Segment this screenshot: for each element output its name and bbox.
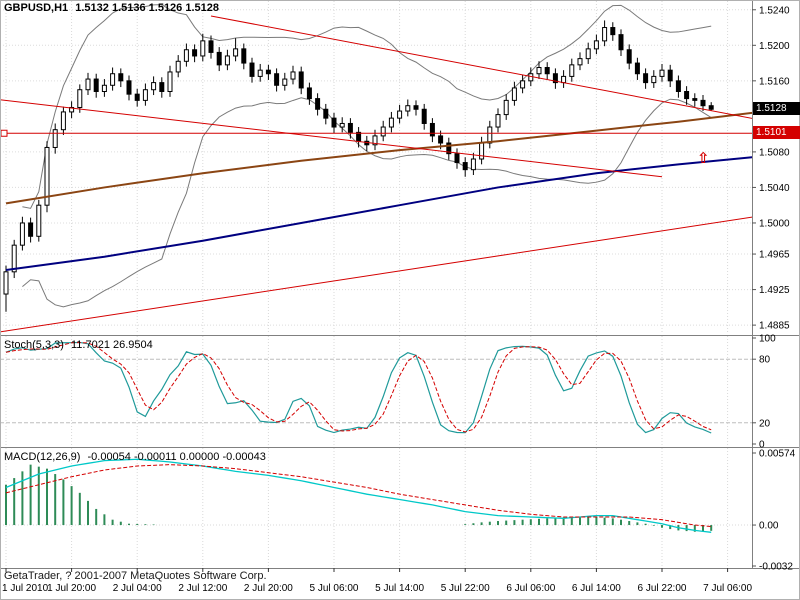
grid-lines bbox=[0, 1, 752, 568]
bollinger-bands bbox=[22, 4, 712, 308]
copyright-text: GetaTrader, ? 2001-2007 MetaQuotes Softw… bbox=[4, 570, 267, 582]
macd-title-label: MACD(12,26,9) bbox=[4, 451, 81, 463]
svg-text:100: 100 bbox=[759, 334, 776, 345]
svg-text:1.5240: 1.5240 bbox=[759, 5, 790, 16]
svg-text:1.5160: 1.5160 bbox=[759, 76, 790, 87]
svg-text:7 Jul 06:00: 7 Jul 06:00 bbox=[703, 583, 752, 594]
svg-text:1.4885: 1.4885 bbox=[759, 321, 790, 332]
svg-text:-0.0032: -0.0032 bbox=[759, 562, 793, 573]
svg-text:1.5080: 1.5080 bbox=[759, 147, 790, 158]
svg-text:1 Jul 2010: 1 Jul 2010 bbox=[2, 583, 49, 594]
svg-text:1.5040: 1.5040 bbox=[759, 183, 790, 194]
stoch-header: Stoch(5,3,3) 11.7021 26.9504 bbox=[4, 339, 157, 351]
svg-text:6 Jul 06:00: 6 Jul 06:00 bbox=[506, 583, 555, 594]
symbol-timeframe-label: GBPUSD,H1 bbox=[4, 2, 69, 14]
svg-text:80: 80 bbox=[759, 355, 771, 366]
svg-text:0.00: 0.00 bbox=[759, 521, 779, 532]
stoch-lines bbox=[0, 341, 752, 434]
svg-text:5 Jul 14:00: 5 Jul 14:00 bbox=[375, 583, 424, 594]
svg-text:6 Jul 14:00: 6 Jul 14:00 bbox=[572, 583, 621, 594]
macd-histogram bbox=[5, 464, 713, 532]
svg-text:0.00574: 0.00574 bbox=[759, 449, 796, 460]
svg-text:0: 0 bbox=[759, 440, 765, 451]
svg-text:6 Jul 22:00: 6 Jul 22:00 bbox=[638, 583, 687, 594]
svg-text:1.4925: 1.4925 bbox=[759, 285, 790, 296]
price-badge-current[interactable]: 1.5128 bbox=[753, 102, 800, 116]
svg-text:2 Jul 04:00: 2 Jul 04:00 bbox=[113, 583, 162, 594]
candles[interactable] bbox=[3, 20, 714, 312]
svg-text:1.4965: 1.4965 bbox=[759, 250, 790, 261]
svg-text:5 Jul 06:00: 5 Jul 06:00 bbox=[310, 583, 359, 594]
svg-text:1 Jul 20:00: 1 Jul 20:00 bbox=[47, 583, 96, 594]
stoch-values-label: 11.7021 26.9504 bbox=[70, 339, 153, 351]
price-badge-hline[interactable]: 1.5101 bbox=[753, 126, 800, 140]
moving-averages bbox=[5, 111, 752, 272]
svg-text:2 Jul 20:00: 2 Jul 20:00 bbox=[244, 583, 293, 594]
trend-lines[interactable] bbox=[0, 15, 760, 333]
svg-text:1.5200: 1.5200 bbox=[759, 41, 790, 52]
hline-price-label: 1.5101 bbox=[756, 127, 787, 139]
main-chart-header: GBPUSD,H1 1.5132 1.5136 1.5126 1.5128 bbox=[4, 2, 223, 14]
stoch-title-label: Stoch(5,3,3) bbox=[4, 339, 64, 351]
svg-text:2 Jul 12:00: 2 Jul 12:00 bbox=[178, 583, 227, 594]
up-arrow-icon[interactable]: ⇧ bbox=[697, 149, 710, 167]
current-price-label: 1.5128 bbox=[756, 103, 787, 115]
svg-text:1.5000: 1.5000 bbox=[759, 218, 790, 229]
macd-lines bbox=[5, 458, 712, 533]
price-axis-labels: 1.5240 1.5200 1.5160 1.5080 1.5040 1.5000 1.49… bbox=[752, 5, 796, 573]
svg-text:20: 20 bbox=[759, 418, 771, 429]
svg-text:5 Jul 22:00: 5 Jul 22:00 bbox=[441, 583, 490, 594]
macd-header: MACD(12,26,9) -0.00054 -0.00011 0.00000 … bbox=[4, 451, 270, 463]
ohlc-values-label: 1.5132 1.5136 1.5126 1.5128 bbox=[75, 2, 219, 14]
macd-values-label: -0.00054 -0.00011 0.00000 -0.00043 bbox=[87, 451, 266, 463]
